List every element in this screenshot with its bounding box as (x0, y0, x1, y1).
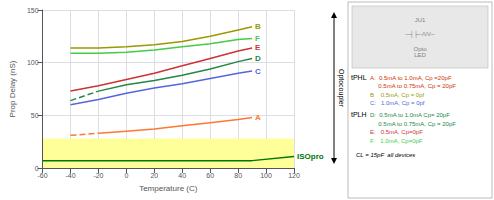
svg-text:tPHL: tPHL (351, 74, 367, 81)
svg-text:0: 0 (35, 165, 39, 172)
svg-text:CL = 15pF all devices: CL = 15pF all devices (356, 152, 415, 158)
svg-text:tPLH: tPLH (351, 111, 367, 118)
svg-text:E: 0.5mA, Cp=0pF: E: 0.5mA, Cp=0pF (370, 129, 423, 135)
svg-text:-60: -60 (38, 172, 48, 179)
svg-text:D: D (255, 54, 261, 63)
svg-text:F: 1.0mA, Cp=0pF: F: 1.0mA, Cp=0pF (370, 138, 423, 144)
svg-text:Optocoupler: Optocoupler (337, 69, 345, 108)
svg-text:A: 0.5mA to 1.0mA, Cp =20pF: A: 0.5mA to 1.0mA, Cp =20pF (370, 75, 452, 81)
svg-text:100: 100 (260, 172, 272, 179)
svg-text:E: E (255, 43, 261, 52)
svg-text:80: 80 (234, 172, 242, 179)
svg-text:Temperature (C): Temperature (C) (139, 184, 198, 193)
svg-text:60: 60 (206, 172, 214, 179)
svg-text:F: F (255, 34, 260, 43)
svg-text:D: 0.5mA to 1.0mA Cp= 20pF: D: 0.5mA to 1.0mA Cp= 20pF (370, 112, 450, 118)
svg-text:ISOpro: ISOpro (297, 152, 324, 161)
svg-text:Opto: Opto (413, 46, 427, 52)
svg-text:-20: -20 (93, 172, 103, 179)
svg-text:B 0.5mA, Cp = 0pf: B 0.5mA, Cp = 0pf (370, 92, 425, 98)
svg-text:-40: -40 (65, 172, 75, 179)
svg-text:40: 40 (178, 172, 186, 179)
svg-text:JU1: JU1 (415, 17, 426, 23)
svg-text:C: 1.0mA, Cp = 0pf: C: 1.0mA, Cp = 0pf (370, 100, 425, 106)
svg-text:Prop Delay (nS): Prop Delay (nS) (8, 60, 17, 117)
svg-text:150: 150 (27, 7, 39, 14)
svg-text:─┤├─/\/\/─: ─┤├─/\/\/─ (404, 30, 435, 38)
svg-text:50: 50 (31, 112, 39, 119)
svg-text:120: 120 (288, 172, 300, 179)
svg-text:0.5mA to 0.75mA, Cp = 20pF: 0.5mA to 0.75mA, Cp = 20pF (370, 83, 456, 89)
svg-text:A: A (255, 113, 261, 122)
svg-text:LED: LED (414, 52, 426, 58)
svg-text:0.5mA to 0.75mA, Cp = 20pF: 0.5mA to 0.75mA, Cp = 20pF (370, 121, 456, 127)
svg-text:20: 20 (150, 172, 158, 179)
svg-text:B: B (255, 22, 261, 31)
svg-text:C: C (255, 67, 261, 76)
svg-text:100: 100 (27, 59, 39, 66)
svg-text:0: 0 (124, 172, 128, 179)
